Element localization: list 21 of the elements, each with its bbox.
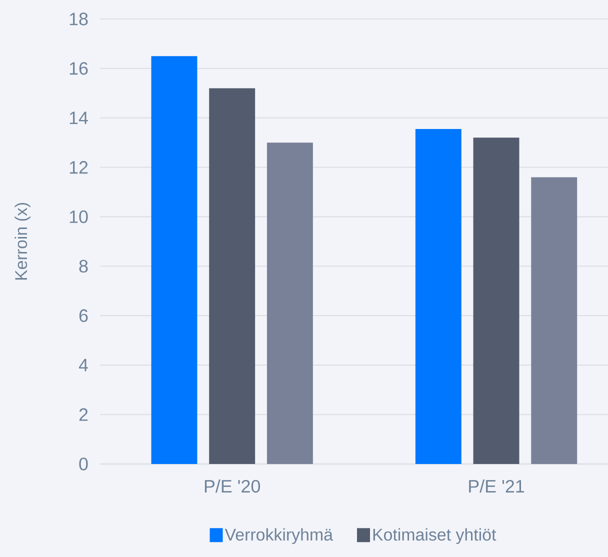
y-tick-label: 12: [70, 161, 88, 174]
y-tick-label: 18: [70, 12, 88, 26]
bar: [473, 138, 520, 464]
y-tick-label: 14: [70, 112, 88, 124]
y-tick-label: 16: [70, 62, 88, 75]
bar: [266, 142, 313, 464]
bar: [209, 88, 256, 464]
y-axis-title: Kerroin (x): [14, 203, 30, 280]
y-tick-label: 10: [70, 210, 88, 224]
x-tick-label: P/E '20: [204, 480, 260, 493]
x-tick-label: P/E '21: [469, 480, 524, 493]
y-tick-label: 4: [78, 358, 88, 372]
y-tick-label: 6: [79, 309, 88, 322]
y-tick-label: 0: [79, 458, 88, 470]
bar: [151, 56, 198, 464]
legend-label: Kotimaiset yhtiöt: [373, 528, 496, 544]
y-tick-label: 8: [79, 260, 88, 273]
bar: [531, 177, 578, 464]
bar: [415, 129, 462, 464]
legend-label: Verrokkiryhmä: [224, 528, 333, 544]
y-tick-label: 2: [79, 408, 88, 421]
